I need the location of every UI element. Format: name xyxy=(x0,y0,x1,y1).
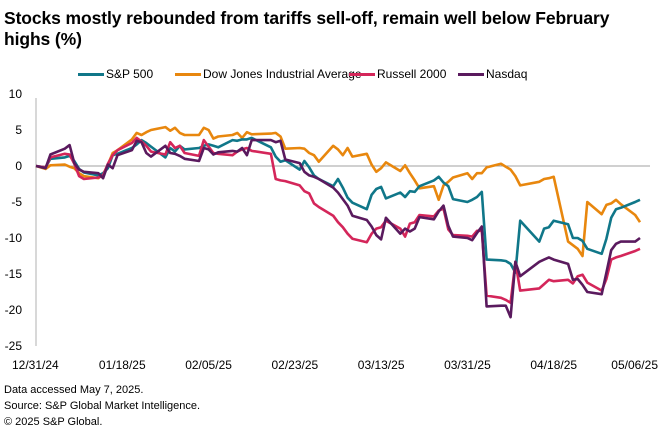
x-tick-label: 01/18/25 xyxy=(99,358,146,372)
series-line-russell-2000 xyxy=(35,136,641,305)
line-chart: 10 5 0 -5 -10 -15 -20 -25 12/31/24 01/18/25 02/05… xyxy=(5,87,659,372)
y-tick-label: 5 xyxy=(15,123,22,137)
legend-item-sp500: S&P 500 xyxy=(78,66,153,82)
y-tick-label: -10 xyxy=(5,231,23,245)
y-axis-ticks: 10 5 0 -5 -10 -15 -20 -25 xyxy=(5,87,23,353)
legend-swatch-russell xyxy=(349,72,375,76)
x-axis-ticks: 12/31/24 01/18/25 02/05/25 02/23/25 03/13/25… xyxy=(12,358,658,372)
legend-item-russell: Russell 2000 xyxy=(349,66,446,82)
chart-title: Stocks mostly rebounded from tariffs sel… xyxy=(4,8,610,49)
y-tick-label: -20 xyxy=(5,303,23,317)
legend-item-nasdaq: Nasdaq xyxy=(458,66,527,82)
footer-copyright: © 2025 S&P Global. xyxy=(4,416,103,428)
y-tick-label: 10 xyxy=(9,87,23,101)
legend-label-russell: Russell 2000 xyxy=(377,67,447,81)
x-tick-label: 12/31/24 xyxy=(12,358,59,372)
legend-item-dow: Dow Jones Industrial Average xyxy=(175,66,362,82)
legend-swatch-dow xyxy=(175,72,201,76)
x-tick-label: 05/06/25 xyxy=(611,358,658,372)
x-tick-label: 03/31/25 xyxy=(444,358,491,372)
x-tick-label: 04/18/25 xyxy=(530,358,577,372)
footer-source: Source: S&P Global Market Intelligence. xyxy=(4,400,201,412)
y-tick-label: -25 xyxy=(5,339,23,353)
legend-label-sp500: S&P 500 xyxy=(106,67,154,81)
x-tick-label: 03/13/25 xyxy=(358,358,405,372)
series-lines xyxy=(35,125,642,319)
y-tick-label: -5 xyxy=(11,195,22,209)
footer-data-accessed: Data accessed May 7, 2025. xyxy=(4,384,144,396)
legend-label-nasdaq: Nasdaq xyxy=(486,67,528,81)
footer-notes: Data accessed May 7, 2025. Source: S&P G… xyxy=(4,382,200,430)
y-tick-label: 0 xyxy=(15,159,22,173)
legend-label-dow: Dow Jones Industrial Average xyxy=(203,67,362,81)
legend-swatch-nasdaq xyxy=(458,72,484,76)
y-tick-label: -15 xyxy=(5,267,23,281)
x-tick-label: 02/05/25 xyxy=(185,358,232,372)
legend: S&P 500 Dow Jones Industrial Average Rus… xyxy=(0,66,660,82)
series-line-dow-jones-industrial-average xyxy=(35,125,642,258)
series-line-nasdaq xyxy=(35,138,641,319)
x-tick-label: 02/23/25 xyxy=(271,358,318,372)
series-line-s-p-500 xyxy=(35,136,641,274)
legend-swatch-sp500 xyxy=(78,72,104,76)
